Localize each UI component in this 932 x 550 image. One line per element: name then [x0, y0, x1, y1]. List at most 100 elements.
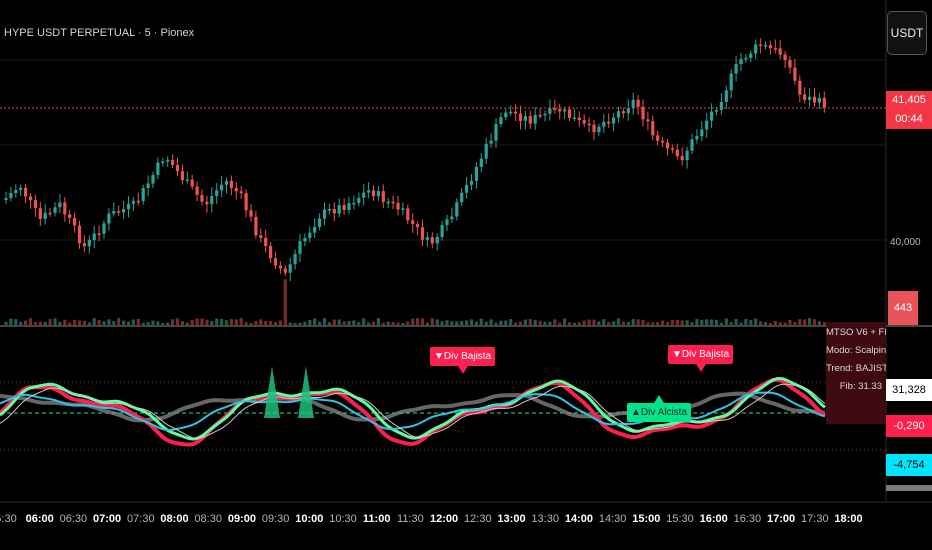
candle-body — [656, 135, 660, 141]
volume-bar — [224, 320, 229, 325]
volume-bar — [117, 318, 121, 325]
volume-bar — [744, 318, 748, 325]
symbol-title[interactable]: HYPE USDT PERPETUAL · 5 · Pionex — [4, 27, 195, 39]
candle-body — [28, 196, 33, 201]
candle-body — [38, 208, 42, 219]
candle-body — [602, 121, 606, 127]
volume-bar — [234, 319, 238, 325]
time-tick-label: 06:00 — [25, 513, 54, 525]
volume-bar — [171, 319, 175, 325]
candle-body — [518, 113, 523, 121]
candle-body — [724, 90, 728, 102]
volume-bar — [322, 318, 327, 325]
candle-body — [646, 119, 650, 122]
volume-bar — [391, 321, 395, 325]
volume-bar — [107, 319, 111, 325]
volume-bar — [616, 318, 621, 325]
candle-body — [714, 110, 719, 112]
volume-bar — [553, 319, 557, 325]
candle-body — [161, 161, 165, 164]
volume-bar — [48, 319, 52, 325]
candle-body — [205, 201, 209, 205]
candle-body — [499, 117, 503, 125]
volume-bar — [210, 320, 214, 325]
candle-body — [73, 218, 77, 226]
volume-bar — [788, 319, 792, 325]
bearish-divergence-signal: ▼Div Bajista — [430, 347, 496, 374]
candle-body — [680, 156, 684, 161]
candle-body — [719, 101, 723, 111]
time-tick-label: 06:30 — [59, 513, 88, 525]
candle-body — [141, 188, 145, 202]
candle-body — [259, 235, 263, 238]
candle-body — [288, 264, 292, 273]
candle-body — [4, 198, 8, 200]
volume-bar — [347, 321, 351, 325]
candle-body — [151, 174, 155, 184]
candle-body — [33, 200, 37, 209]
candle-body — [759, 44, 763, 46]
time-tick-label: 07:00 — [93, 513, 122, 525]
candle-body — [484, 143, 488, 159]
volume-bar — [455, 321, 459, 325]
volume-bar — [533, 320, 537, 325]
volume-bar — [332, 319, 336, 325]
time-tick-label: 08:30 — [194, 513, 222, 525]
candle-body — [126, 203, 131, 210]
volume-bar — [768, 322, 772, 325]
volume-bar — [254, 321, 258, 325]
candle-body — [665, 142, 670, 149]
candle-body — [479, 158, 483, 167]
volume-bar — [793, 322, 797, 325]
candle-body — [460, 192, 464, 203]
candle-body — [190, 179, 194, 187]
candle-body — [322, 209, 327, 219]
candle-body — [597, 126, 601, 133]
candle-body — [763, 45, 768, 47]
volume-bar — [607, 322, 611, 325]
volume-bar — [597, 321, 601, 325]
candle-body — [269, 246, 273, 259]
volume-bar — [670, 320, 674, 325]
candle-body — [48, 212, 52, 215]
volume-bar — [73, 319, 77, 325]
volume-bar — [538, 320, 542, 325]
candle-body — [455, 202, 459, 217]
time-tick-label: 11:00 — [362, 513, 391, 525]
volume-bar — [293, 322, 297, 325]
volume-bar — [440, 321, 444, 325]
candle-body — [337, 205, 341, 214]
info-trend: Trend: BAJISTA — [826, 363, 886, 374]
volume-bar — [695, 319, 699, 325]
volume-bar — [28, 318, 33, 325]
candle-body — [117, 211, 121, 213]
volume-bar — [474, 321, 478, 325]
time-tick-label: 13:30 — [531, 513, 559, 525]
candle-body — [739, 58, 743, 64]
candle-body — [367, 190, 371, 193]
candle-body — [210, 196, 214, 205]
volume-bar — [313, 318, 317, 325]
volume-bar — [195, 318, 199, 325]
candle-body — [543, 113, 547, 116]
volume-bar — [631, 318, 635, 325]
candle-body — [641, 106, 645, 120]
candle-body — [450, 216, 454, 220]
candle-body — [97, 233, 101, 236]
currency-button[interactable]: USDT — [887, 11, 927, 55]
volume-bar — [146, 322, 150, 325]
candle-body — [411, 220, 415, 225]
volume-bar — [808, 318, 812, 325]
volume-bar — [185, 322, 189, 325]
candle-body — [224, 180, 229, 185]
candle-body — [744, 57, 748, 60]
time-tick-label: 12:30 — [464, 513, 492, 525]
candle-body — [631, 99, 635, 109]
volume-bar — [592, 319, 596, 325]
volume-bar — [190, 319, 194, 325]
volume-bar — [102, 321, 106, 325]
volume-bar — [567, 322, 572, 325]
last-price-label: 41,405 — [886, 91, 932, 110]
candle-body — [9, 192, 13, 199]
